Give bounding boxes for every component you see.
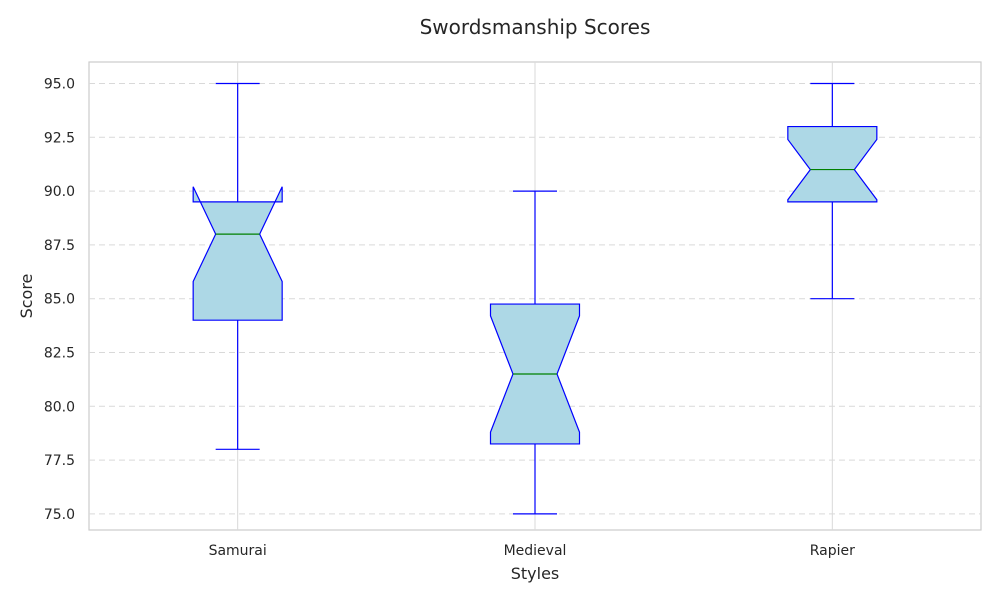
x-tick-label: Medieval — [504, 543, 567, 559]
box-samurai — [192, 82, 283, 450]
x-axis-label: Styles — [511, 564, 560, 583]
y-tick-label: 87.5 — [44, 238, 75, 254]
notched-box — [787, 125, 878, 203]
y-tick-label: 95.0 — [44, 77, 75, 93]
y-tick-labels: 75.0 77.5 80.0 82.5 85.0 87.5 90.0 92.5 95.0 — [44, 77, 75, 523]
y-axis-label: Score — [17, 274, 36, 319]
x-tick-label: Rapier — [810, 543, 855, 559]
y-tick-label: 85.0 — [44, 292, 75, 308]
y-tick-label: 92.5 — [44, 130, 75, 146]
y-tick-label: 90.0 — [44, 184, 75, 200]
y-tick-label: 77.5 — [44, 453, 75, 469]
y-tick-label: 80.0 — [44, 399, 75, 415]
x-tick-labels: Samurai Medieval Rapier — [209, 543, 856, 559]
boxes-layer — [192, 82, 878, 515]
y-tick-label: 82.5 — [44, 345, 75, 361]
x-tick-label: Samurai — [209, 543, 267, 559]
notched-box — [192, 186, 283, 321]
y-tick-label: 75.0 — [44, 507, 75, 523]
box-rapier — [787, 82, 878, 300]
chart-title: Swordsmanship Scores — [420, 15, 651, 39]
box-medieval — [489, 190, 581, 515]
